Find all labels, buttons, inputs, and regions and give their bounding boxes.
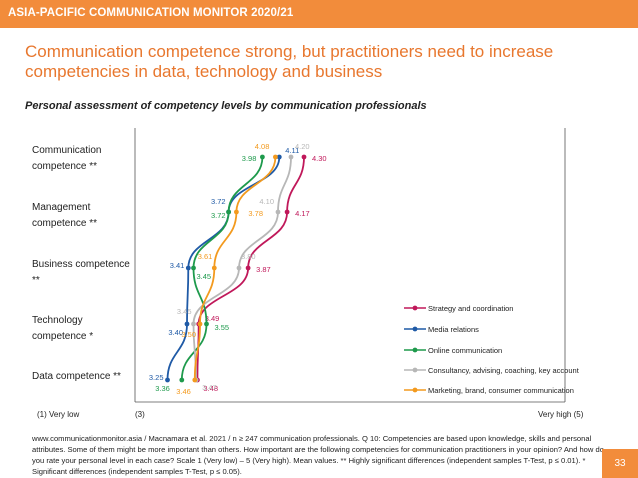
data-label: 3.45 xyxy=(177,307,192,316)
data-point xyxy=(165,377,170,383)
data-point xyxy=(226,209,232,215)
data-label: 3.47 xyxy=(202,383,217,392)
data-point xyxy=(275,209,281,215)
data-label: 4.11 xyxy=(285,146,299,155)
series-line-1 xyxy=(166,156,281,381)
data-point xyxy=(204,321,209,327)
data-label: 4.08 xyxy=(255,142,270,151)
data-label: 4.10 xyxy=(259,197,274,206)
row-label-data: Data competence ** xyxy=(32,371,121,382)
data-label: 3.40 xyxy=(168,328,183,337)
data-point xyxy=(191,321,196,327)
data-label: 3.72 xyxy=(211,211,226,220)
data-label: 3.45 xyxy=(197,272,212,281)
legend-marker-1 xyxy=(412,326,418,332)
data-point xyxy=(191,265,196,271)
data-point xyxy=(245,265,251,271)
row-label-management: Management competence ** xyxy=(32,202,98,229)
data-label: 3.61 xyxy=(198,252,213,261)
row-label-business: Business competence ** xyxy=(32,259,130,286)
row-label-technology: Technology competence * xyxy=(32,315,94,342)
data-label: 3.25 xyxy=(149,373,164,382)
page-headline: Communication competence strong, but pra… xyxy=(25,42,554,81)
data-label: 3.49 xyxy=(205,314,220,323)
data-label: 3.48 xyxy=(203,384,218,393)
legend-label-3: Consultancy, advising, coaching, key acc… xyxy=(428,366,580,375)
brand-title: ASIA-PACIFIC COMMUNICATION MONITOR 2020/… xyxy=(8,7,294,19)
data-label: 3.87 xyxy=(256,265,271,274)
data-label: 3.55 xyxy=(215,323,230,332)
data-point xyxy=(276,154,282,160)
legend-marker-2 xyxy=(412,347,418,353)
legend-marker-3 xyxy=(412,367,418,373)
data-label: 3.78 xyxy=(248,209,263,218)
data-point xyxy=(192,377,198,383)
data-point xyxy=(211,265,217,271)
data-point xyxy=(234,209,239,215)
data-label: 3.98 xyxy=(242,154,257,163)
data-label: 3.36 xyxy=(155,384,170,393)
data-label: 3.80 xyxy=(241,252,256,261)
chart-subtitle: Personal assessment of competency levels… xyxy=(25,100,427,112)
data-point xyxy=(301,154,307,160)
legend-label-2: Online communication xyxy=(428,346,502,355)
legend-label-4: Marketing, brand, consumer communication xyxy=(428,386,574,395)
data-point xyxy=(236,265,242,271)
data-label: 3.41 xyxy=(170,261,185,270)
row-label-communication: Communication competence ** xyxy=(32,145,102,172)
data-point xyxy=(273,154,278,160)
axis-label-mid: (3) xyxy=(135,410,145,419)
legend-label-1: Media relations xyxy=(428,325,479,334)
data-point xyxy=(197,321,203,327)
data-point xyxy=(185,265,191,271)
legend-marker-4 xyxy=(412,387,418,393)
page-number: 33 xyxy=(602,449,638,478)
data-point xyxy=(260,154,265,160)
footnote: www.communicationmonitor.asia / Macnamar… xyxy=(32,434,604,476)
data-point xyxy=(284,209,290,215)
data-point xyxy=(184,321,190,327)
data-label: 4.17 xyxy=(295,209,310,218)
data-label: 4.30 xyxy=(312,154,327,163)
data-point xyxy=(179,377,185,383)
data-label: 3.50 xyxy=(181,330,196,339)
data-label: 3.46 xyxy=(176,387,191,396)
data-label: 3.72 xyxy=(211,197,226,206)
data-label: 4.20 xyxy=(295,142,310,151)
axis-label-very-low: (1) Very low xyxy=(37,410,80,419)
brand-bar: ASIA-PACIFIC COMMUNICATION MONITOR 2020/… xyxy=(0,0,638,28)
data-point xyxy=(288,154,294,160)
legend-label-0: Strategy and coordination xyxy=(428,304,513,313)
axis-label-very-high: Very high (5) xyxy=(538,410,584,419)
legend-marker-0 xyxy=(412,305,418,311)
